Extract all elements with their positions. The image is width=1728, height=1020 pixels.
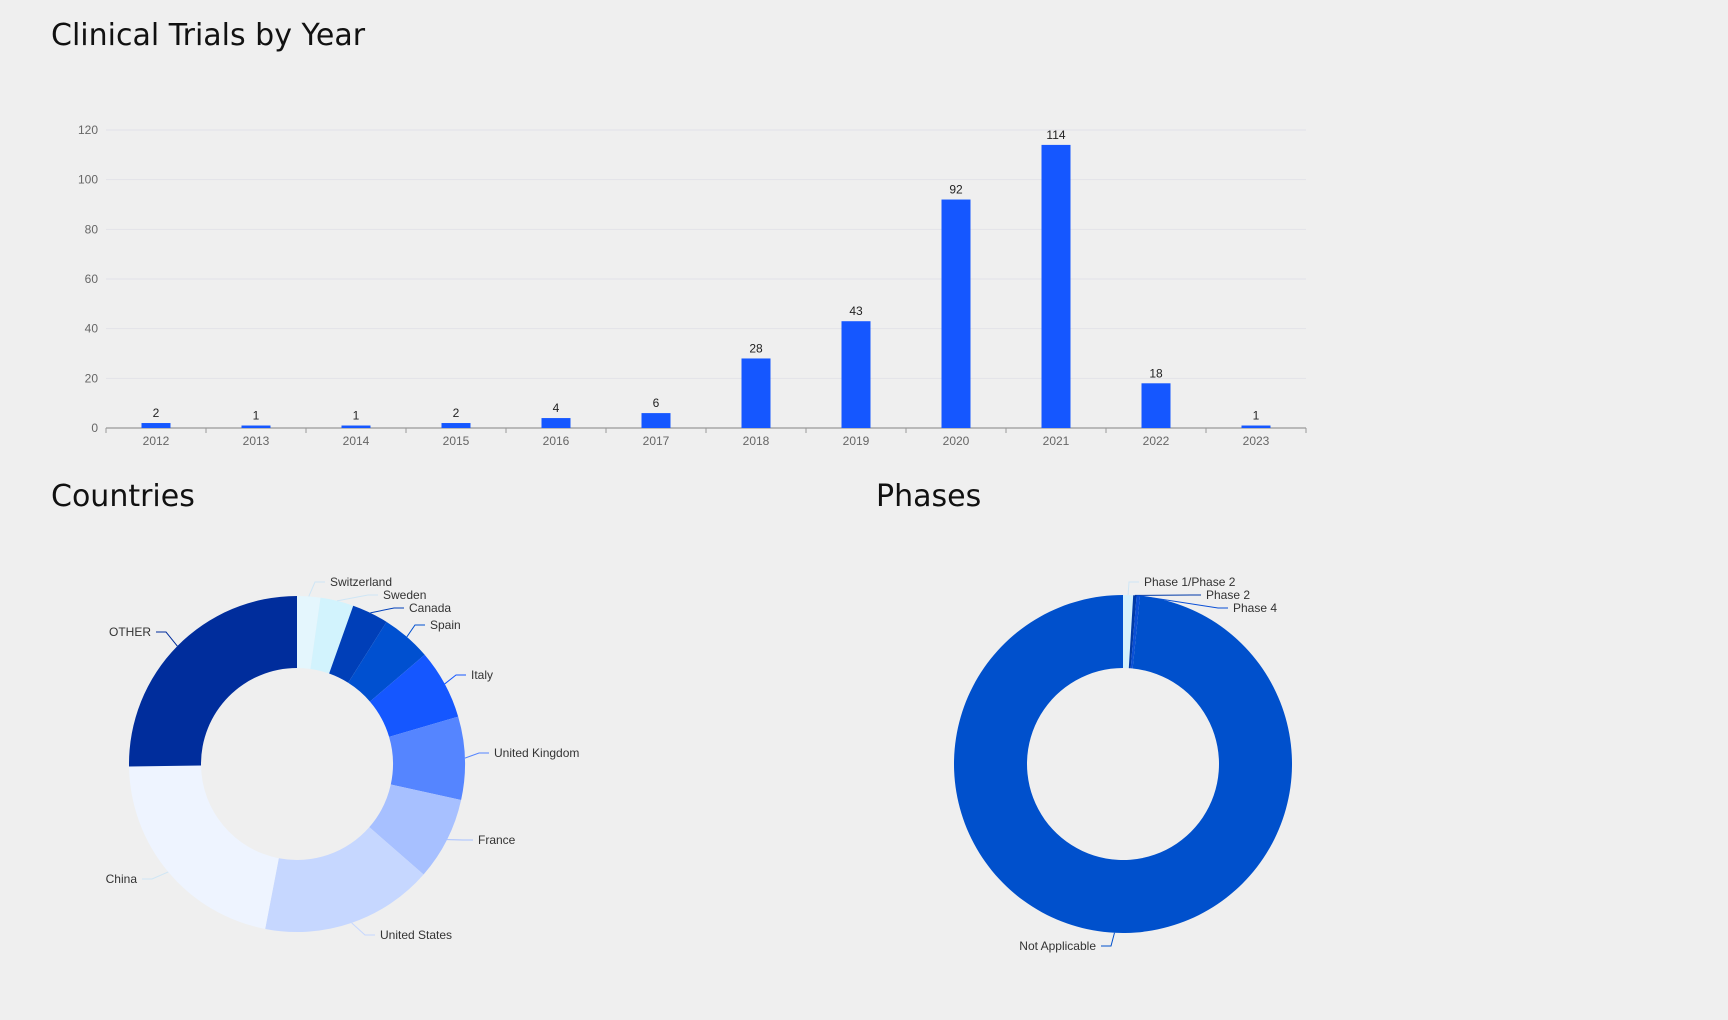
bar	[241, 425, 271, 428]
x-tick-label: 2020	[943, 434, 970, 448]
bar	[141, 423, 171, 428]
y-tick-label: 120	[78, 123, 98, 137]
bar-value-label: 18	[1149, 366, 1163, 380]
bar-value-label: 2	[453, 406, 460, 420]
slice-label: Phase 4	[1233, 601, 1277, 615]
leader-line	[444, 674, 466, 685]
bar	[641, 413, 671, 428]
x-tick-label: 2014	[343, 434, 370, 448]
pie-slice	[310, 597, 354, 674]
bar	[941, 199, 971, 428]
pie-slice	[297, 596, 321, 669]
x-tick-label: 2017	[643, 434, 670, 448]
pie-slice	[1123, 595, 1134, 669]
slice-label: Canada	[409, 601, 451, 615]
bar-value-label: 6	[653, 396, 660, 410]
leader-line	[464, 752, 489, 759]
pie-slice	[953, 595, 1292, 933]
leader-line	[142, 871, 169, 880]
slice-label: OTHER	[109, 625, 151, 639]
leader-line	[1101, 932, 1115, 947]
leader-line	[1127, 581, 1139, 596]
leader-line	[351, 922, 375, 936]
x-tick-label: 2022	[1143, 434, 1170, 448]
countries-chart-title: Countries	[51, 479, 195, 514]
y-tick-label: 100	[78, 173, 98, 187]
slice-label: France	[478, 833, 516, 847]
y-tick-label: 40	[85, 322, 99, 336]
slice-label: Sweden	[383, 588, 426, 602]
phases-chart-title: Phases	[876, 479, 982, 514]
bar	[1241, 425, 1271, 428]
leader-line	[308, 581, 325, 597]
slice-label: Spain	[430, 618, 461, 632]
bar-value-label: 1	[353, 409, 360, 423]
bar	[1041, 144, 1071, 428]
slice-label: Phase 2	[1206, 588, 1250, 602]
x-tick-label: 2015	[443, 434, 470, 448]
bar	[841, 321, 871, 428]
pie-slice	[265, 827, 424, 932]
leader-line	[156, 631, 178, 647]
slice-label: Italy	[471, 668, 493, 682]
bar	[441, 423, 471, 428]
bar-value-label: 92	[949, 183, 963, 197]
bar-value-label: 1	[253, 409, 260, 423]
x-tick-label: 2021	[1043, 434, 1070, 448]
slice-label: China	[106, 872, 138, 886]
leader-line	[1138, 595, 1228, 609]
pie-slice	[1128, 595, 1137, 669]
x-tick-label: 2018	[743, 434, 770, 448]
slice-label: Switzerland	[330, 575, 392, 589]
bar	[541, 418, 571, 428]
y-tick-label: 20	[85, 371, 99, 385]
pie-slice	[129, 765, 279, 929]
slice-label: United Kingdom	[494, 746, 579, 760]
pie-slice	[369, 654, 459, 737]
slice-label: United States	[380, 928, 452, 942]
y-tick-label: 60	[85, 272, 99, 286]
x-tick-label: 2013	[243, 434, 270, 448]
leader-line	[370, 607, 404, 614]
pie-slice	[1130, 595, 1140, 669]
pie-slice	[348, 621, 425, 702]
slice-label: Not Applicable	[1019, 939, 1096, 953]
pie-slice	[329, 605, 387, 683]
x-tick-label: 2016	[543, 434, 570, 448]
bar	[1141, 383, 1171, 428]
bar-value-label: 114	[1046, 128, 1065, 142]
slice-label: Phase 1/Phase 2	[1144, 575, 1236, 589]
bar-chart-title: Clinical Trials by Year	[51, 18, 366, 53]
pie-slice	[129, 596, 297, 767]
pie-slice	[369, 784, 462, 875]
bar-value-label: 2	[153, 406, 160, 420]
x-tick-label: 2012	[143, 434, 170, 448]
x-tick-label: 2019	[843, 434, 870, 448]
y-tick-label: 0	[91, 421, 98, 435]
bar-value-label: 28	[749, 341, 763, 355]
leader-line	[336, 594, 378, 602]
bar-value-label: 1	[1253, 409, 1260, 423]
leader-line	[406, 624, 425, 638]
x-tick-label: 2023	[1243, 434, 1270, 448]
pie-slice	[389, 716, 465, 800]
bar-value-label: 43	[849, 304, 863, 318]
bar	[341, 425, 371, 428]
bar	[741, 358, 771, 428]
y-tick-label: 80	[85, 222, 99, 236]
bar-value-label: 4	[553, 401, 560, 415]
